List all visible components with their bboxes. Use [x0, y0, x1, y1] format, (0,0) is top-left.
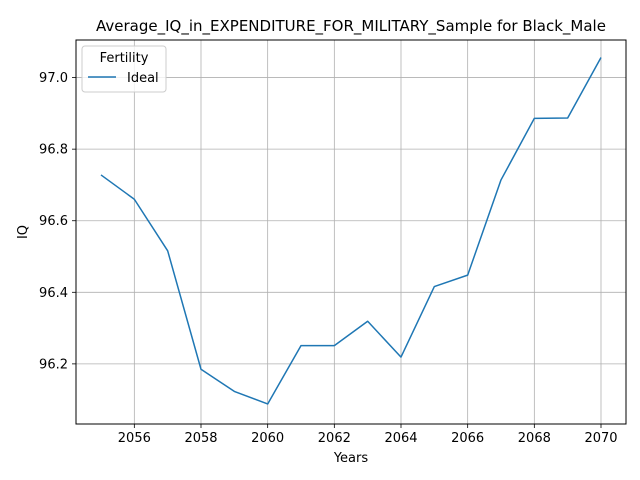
- y-tick-label: 96.4: [39, 286, 68, 301]
- y-axis-label: IQ: [16, 225, 31, 239]
- x-tick-label: 2064: [384, 431, 417, 446]
- y-tick-label: 96.2: [39, 357, 68, 372]
- y-tick-label: 97.0: [39, 71, 68, 86]
- grid-lines: [76, 40, 626, 424]
- x-axis-ticks: 2056 2058 2060 2062 2064 2066 2068 2070: [118, 424, 618, 446]
- legend-box: [81, 45, 167, 93]
- x-tick-label: 2060: [251, 431, 284, 446]
- y-axis-ticks: 96.2 96.4 96.6 96.8 97.0: [39, 71, 76, 372]
- x-tick-label: 2068: [518, 431, 551, 446]
- plot-area-frame: [75, 39, 627, 425]
- chart-title: Average_IQ_in_EXPENDITURE_FOR_MILITARY_S…: [96, 17, 606, 36]
- x-tick-label: 2062: [318, 431, 351, 446]
- legend-label-ideal: Ideal: [127, 71, 159, 86]
- series-line-ideal: [100, 57, 602, 405]
- legend: Fertility Ideal: [81, 45, 167, 93]
- x-tick-label: 2056: [118, 431, 151, 446]
- y-tick-label: 96.8: [39, 143, 68, 158]
- x-tick-label: 2058: [184, 431, 217, 446]
- legend-title: Fertility: [100, 51, 149, 66]
- series-layer: [100, 57, 602, 405]
- x-tick-label: 2070: [584, 431, 617, 446]
- x-tick-label: 2066: [451, 431, 484, 446]
- y-tick-label: 96.6: [39, 214, 68, 229]
- x-axis-label: Years: [333, 451, 369, 466]
